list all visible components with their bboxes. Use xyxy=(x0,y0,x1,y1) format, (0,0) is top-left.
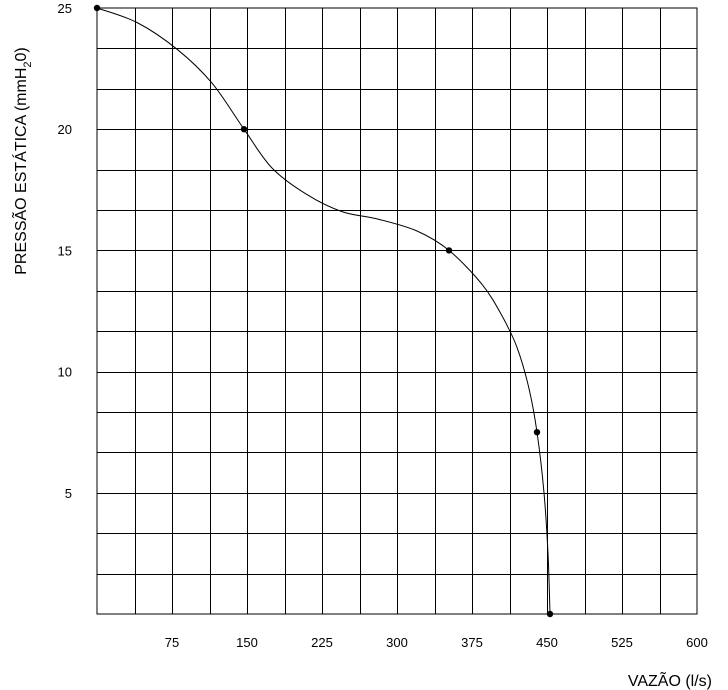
series-line xyxy=(96,7,551,615)
y-axis-label-main: PRESSÃO ESTÁTICA (mmH xyxy=(10,68,30,275)
data-points xyxy=(93,4,554,618)
x-tick-label: 450 xyxy=(536,635,558,650)
y-axis-label-subscript: 2 xyxy=(22,61,34,67)
x-tick-label: 600 xyxy=(686,635,708,650)
data-point-4 xyxy=(533,429,541,436)
x-tick-label: 375 xyxy=(461,635,483,650)
x-tick-label: 300 xyxy=(386,635,408,650)
y-tick-label: 15 xyxy=(58,243,72,258)
data-point-5 xyxy=(546,610,554,618)
y-tick-label: 25 xyxy=(58,1,72,16)
y-axis-label-tail: 0) xyxy=(13,47,30,61)
grid xyxy=(97,8,697,614)
x-tick-label: 525 xyxy=(611,635,633,650)
y-tick-label: 5 xyxy=(65,486,72,501)
y-axis-label: PRESSÃO ESTÁTICA (mmH20) xyxy=(10,47,34,275)
x-tick-label: 75 xyxy=(165,635,179,650)
y-tick-label: 20 xyxy=(58,122,72,137)
data-point-2 xyxy=(240,126,248,133)
y-tick-labels: 5 10 15 20 25 xyxy=(58,1,72,501)
x-axis-label: VAZÃO (l/s) xyxy=(628,670,712,690)
plot-area-border xyxy=(96,7,698,615)
y-tick-label: 10 xyxy=(58,365,72,380)
data-point-1 xyxy=(93,4,101,12)
data-point-3 xyxy=(445,247,453,254)
x-tick-labels: 75 150 225 300 375 450 525 600 xyxy=(165,635,708,650)
x-tick-label: 225 xyxy=(311,635,333,650)
x-tick-label: 150 xyxy=(236,635,258,650)
